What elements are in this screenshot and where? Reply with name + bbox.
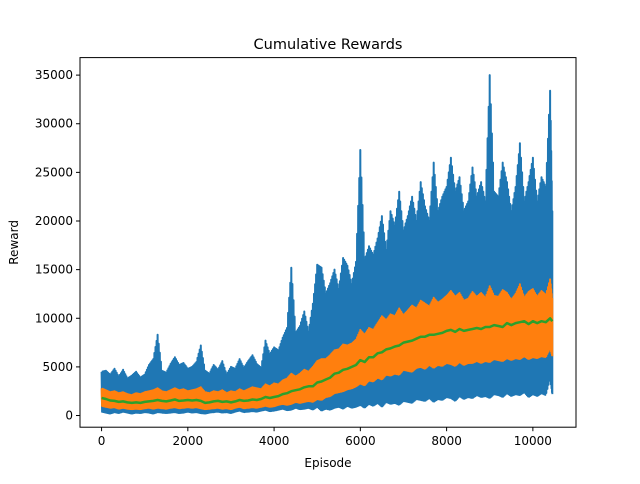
y-tick-label: 5000 <box>42 360 73 374</box>
y-tick-label: 0 <box>65 409 73 423</box>
x-axis-label: Episode <box>304 456 351 470</box>
y-axis-label: Reward <box>7 220 21 265</box>
x-tick-label: 4000 <box>259 434 290 448</box>
x-tick-label: 10000 <box>514 434 552 448</box>
y-tick-label: 10000 <box>35 311 73 325</box>
series-3-line <box>101 317 554 405</box>
x-tick-label: 8000 <box>431 434 462 448</box>
series-3 <box>101 317 554 405</box>
plot-series <box>100 74 554 415</box>
y-tick-label: 20000 <box>35 214 73 228</box>
y-axis-ticks: 0 5000 10000 15000 20000 25000 30000 35000 <box>35 68 80 423</box>
y-tick-label: 25000 <box>35 165 73 179</box>
x-axis-ticks: 0 2000 4000 6000 8000 10000 <box>98 427 552 448</box>
series-2 <box>100 278 554 411</box>
x-tick-label: 2000 <box>173 434 204 448</box>
series-2-line <box>100 278 554 411</box>
y-tick-label: 35000 <box>35 68 73 82</box>
x-tick-label: 0 <box>98 434 106 448</box>
x-tick-label: 6000 <box>345 434 376 448</box>
chart-title: Cumulative Rewards <box>254 37 403 53</box>
y-tick-label: 30000 <box>35 117 73 131</box>
y-tick-label: 15000 <box>35 263 73 277</box>
axes-frame <box>79 57 577 428</box>
